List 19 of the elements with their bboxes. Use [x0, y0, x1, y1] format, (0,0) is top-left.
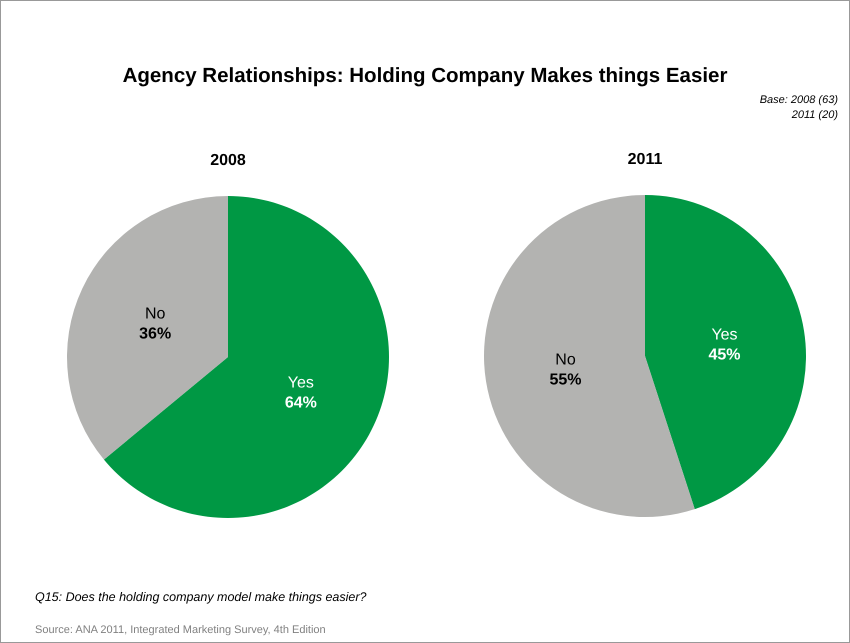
- pie-slice: [104, 196, 389, 518]
- pie-slice: [484, 195, 695, 517]
- slice-label: No: [144, 306, 166, 323]
- data-label: 45%: [708, 346, 741, 364]
- pie-slice: [67, 196, 228, 460]
- source-note: Source: ANA 2011, Integrated Marketing Survey, 4th Edition: [35, 624, 326, 636]
- text: Base: 2008 (63): [760, 94, 838, 106]
- chart-title: 2011: [628, 151, 662, 168]
- pie-slice: [645, 195, 806, 510]
- chart-title: 2008: [210, 152, 246, 169]
- data-label: 36%: [139, 326, 172, 343]
- text: Agency Relationships: Holding Company Makes things Easier: [122, 64, 728, 87]
- text: 2011 (20): [790, 109, 838, 121]
- data-label: 55%: [549, 372, 582, 389]
- slice-label: Yes: [288, 374, 314, 392]
- text: Q15: Does the holding company model make things easier?: [35, 590, 366, 604]
- slice-label: No: [555, 352, 576, 369]
- data-label: 64%: [284, 394, 317, 412]
- slice-label: Yes: [711, 326, 738, 344]
